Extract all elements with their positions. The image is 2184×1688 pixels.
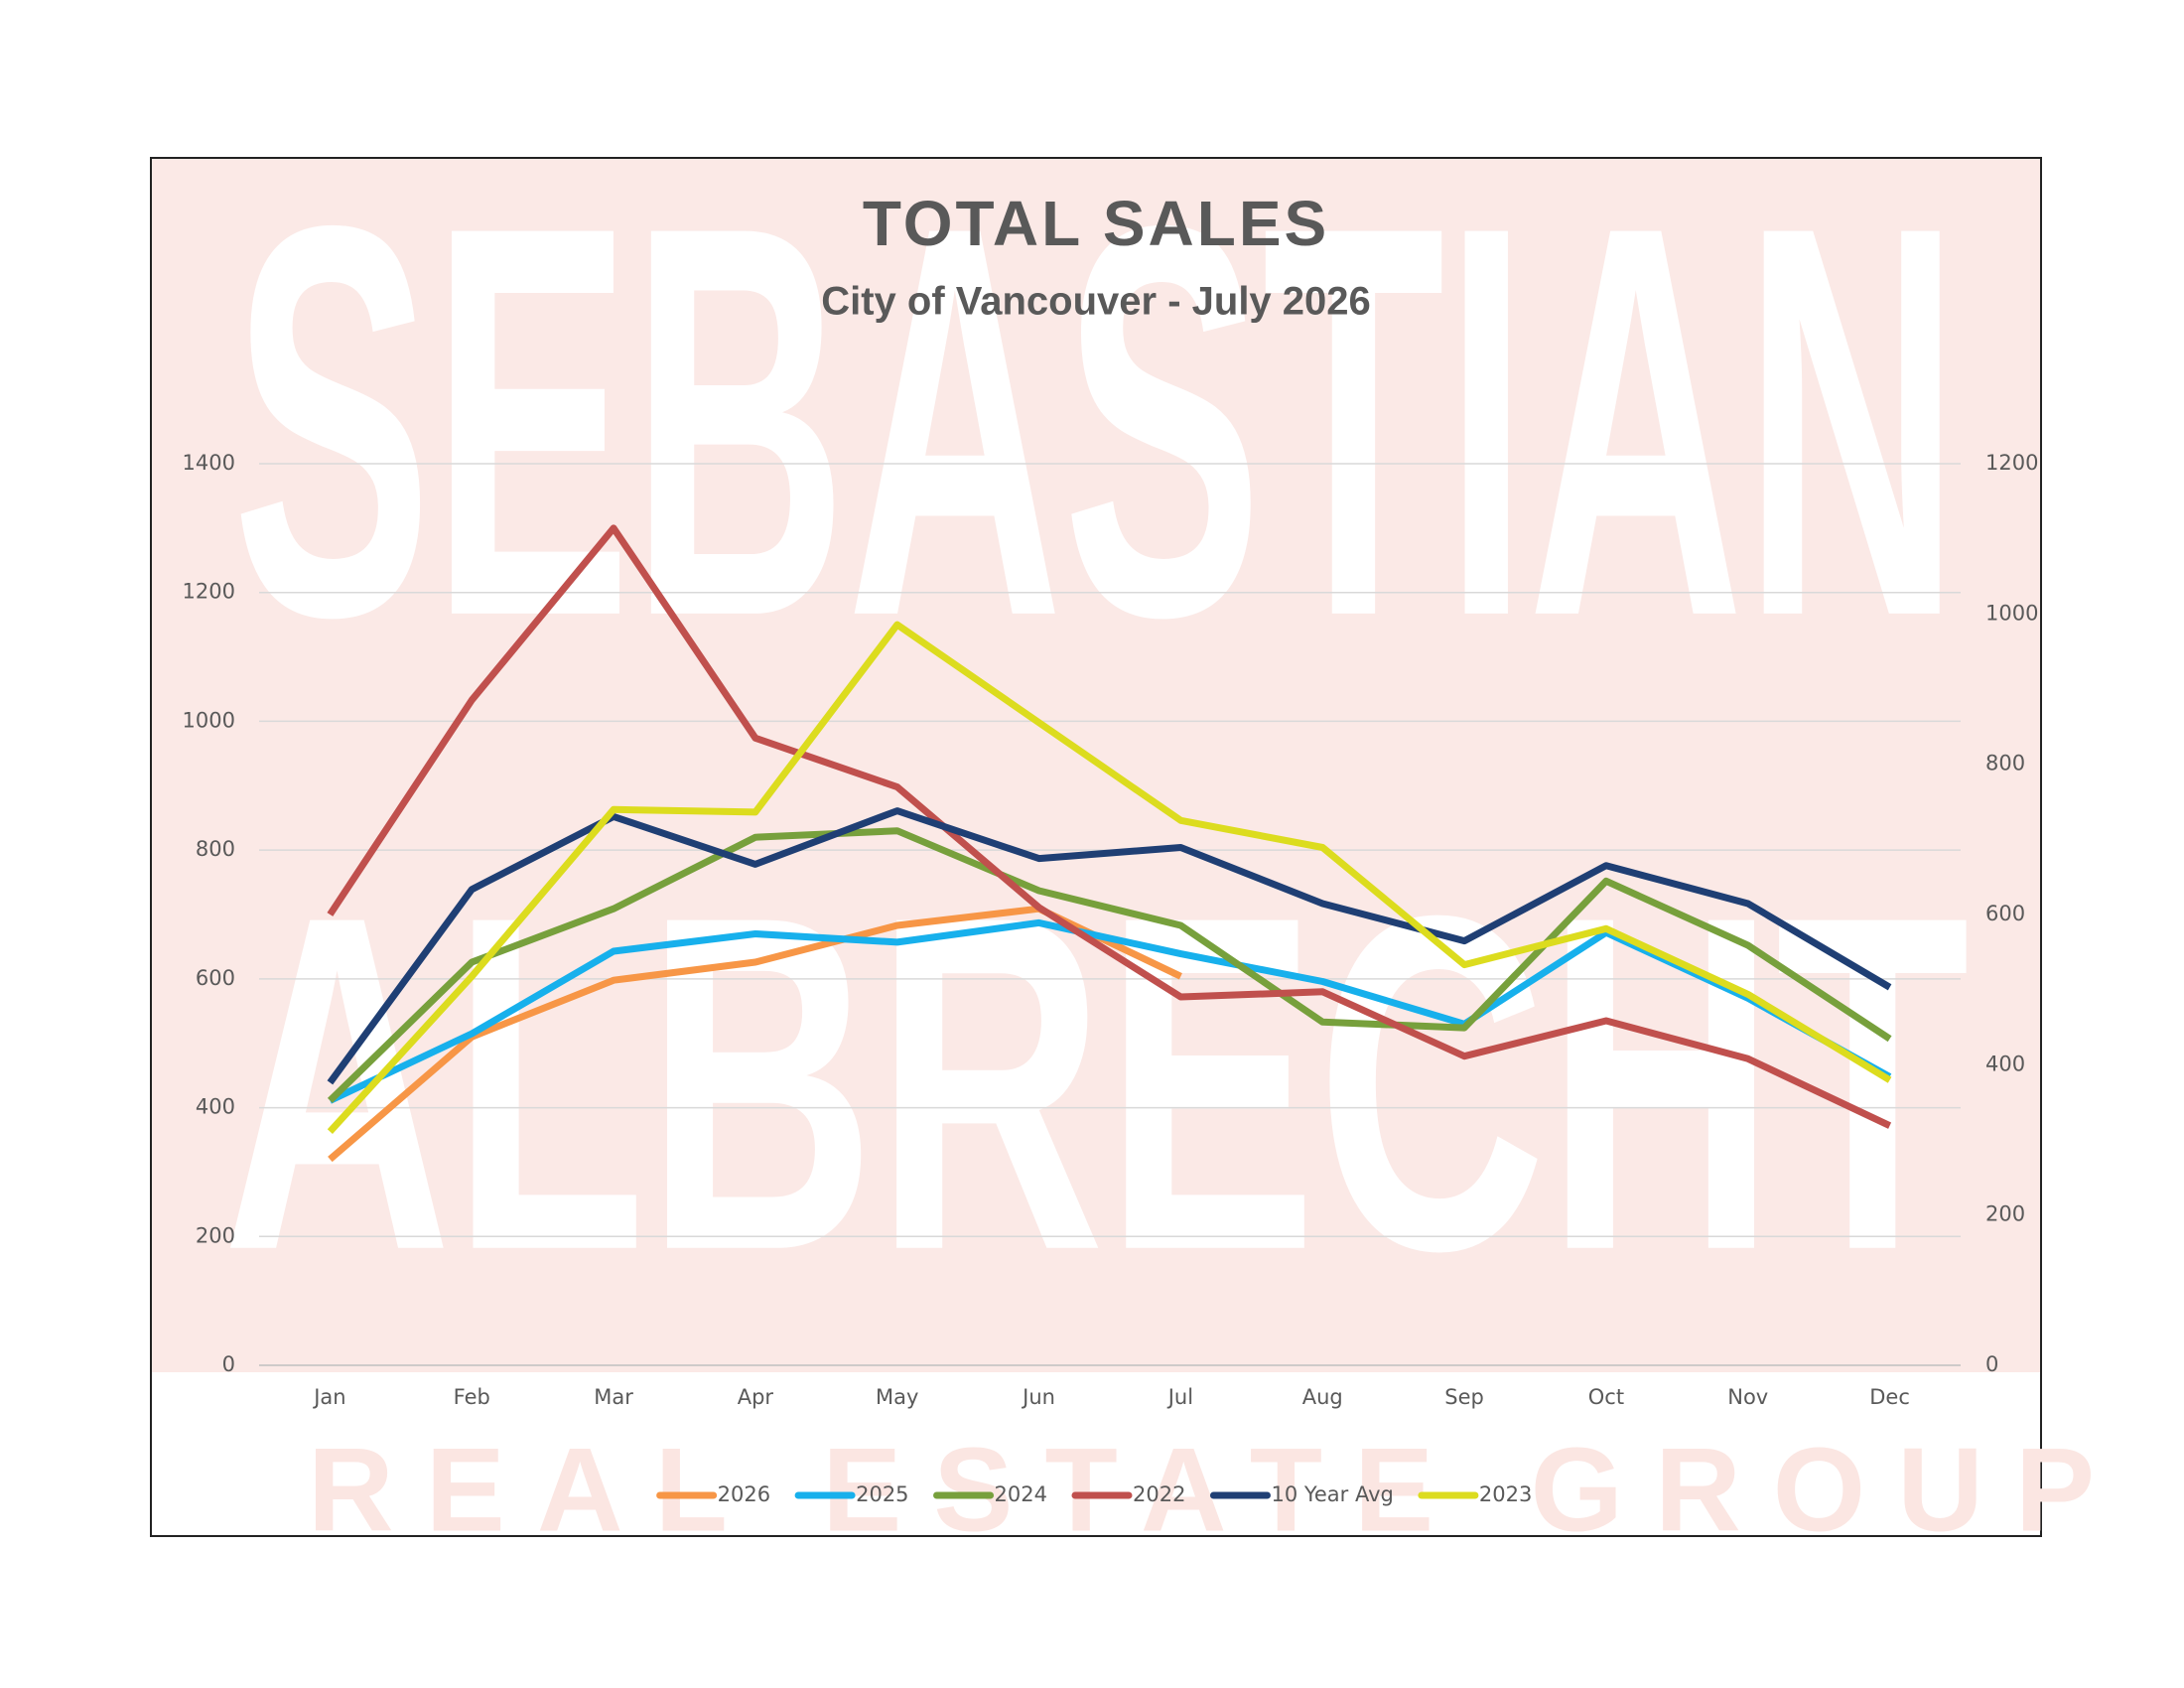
y2-tick-label: 1200: [1985, 451, 2038, 475]
legend-label: 2022: [1133, 1482, 1185, 1506]
series-line: [328, 918, 1892, 1104]
x-tick-label: Aug: [1302, 1385, 1343, 1409]
legend-label: 2026: [718, 1482, 770, 1506]
chart-subtitle: City of Vancouver - July 2026: [821, 280, 1371, 324]
y-tick-label: 0: [222, 1352, 235, 1376]
y2-tick-label: 0: [1985, 1352, 1998, 1376]
y2-tick-label: 1000: [1985, 601, 2038, 625]
legend-label: 2023: [1479, 1482, 1532, 1506]
y2-tick-label: 800: [1985, 752, 2025, 775]
y-tick-label: 800: [196, 837, 235, 861]
y-tick-label: 1200: [183, 580, 235, 604]
y-tick-label: 400: [196, 1095, 235, 1119]
x-tick-label: Jul: [1166, 1385, 1193, 1409]
y2-tick-label: 600: [1985, 902, 2025, 925]
x-tick-label: Nov: [1727, 1385, 1768, 1409]
x-tick-label: Dec: [1869, 1385, 1910, 1409]
legend-label: 2025: [856, 1482, 908, 1506]
y-tick-label: 1000: [183, 708, 235, 732]
x-tick-label: May: [876, 1385, 918, 1409]
x-tick-label: Mar: [594, 1385, 633, 1409]
series-line: [327, 827, 1892, 1103]
x-tick-label: Oct: [1588, 1385, 1624, 1409]
y-tick-label: 200: [196, 1223, 235, 1247]
y-tick-label: 1400: [183, 451, 235, 475]
y2-tick-label: 400: [1985, 1052, 2025, 1075]
y-tick-label: 600: [196, 966, 235, 990]
chart-title: TOTAL SALES: [863, 188, 1329, 259]
x-tick-label: Jan: [312, 1385, 345, 1409]
x-tick-label: Sep: [1444, 1385, 1484, 1409]
watermark: REAL ESTATE GROUP: [308, 1424, 2095, 1557]
legend-label: 2024: [995, 1482, 1047, 1506]
y2-tick-label: 200: [1985, 1202, 2025, 1226]
legend: 2026 2025 2024 2022 10 Year Avg 2023: [656, 1482, 1532, 1506]
x-tick-label: Jun: [1021, 1385, 1055, 1409]
series-line: [327, 621, 1892, 1134]
legend-label: 10 Year Avg: [1271, 1482, 1393, 1506]
x-tick-label: Apr: [738, 1385, 774, 1409]
series-line: [327, 807, 1892, 1085]
watermark: SEBASTIAN: [232, 110, 1960, 732]
x-tick-label: Feb: [454, 1385, 490, 1409]
series-line: [327, 524, 1892, 1129]
